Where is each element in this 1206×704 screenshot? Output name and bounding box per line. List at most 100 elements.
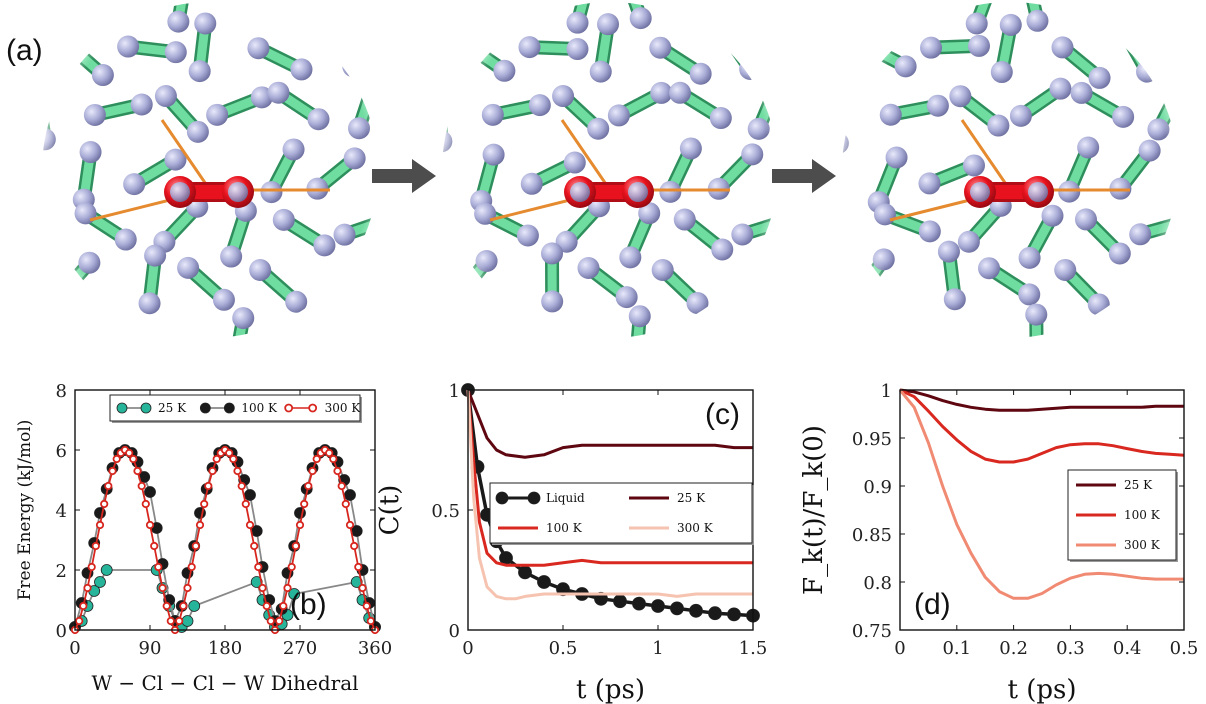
atom [224, 354, 246, 376]
y-tick-label: 0.75 [852, 621, 892, 642]
legend-marker [199, 402, 211, 414]
legend-label: 300 K [1124, 538, 1161, 552]
data-point [150, 541, 159, 551]
data-point [187, 562, 196, 572]
y-tick-label: 1 [449, 381, 460, 402]
atom [520, 172, 543, 195]
legend-marker [284, 403, 294, 413]
series-300-K [898, 389, 1184, 600]
data-point [133, 466, 142, 476]
legend-label: Liquid [546, 491, 585, 505]
atom [679, 137, 702, 160]
data-point [158, 583, 167, 593]
atom [845, 287, 868, 310]
series-25-K [899, 388, 1184, 412]
atom [442, 82, 451, 105]
y-tick-label: 2 [56, 561, 67, 582]
atom [154, 85, 177, 108]
atom [249, 259, 272, 282]
panel-label: (d) [914, 588, 951, 621]
y-tick-label: 4 [56, 501, 67, 522]
atom [879, 103, 902, 126]
atom [445, 287, 468, 310]
atom [167, 10, 190, 33]
legend-label: 25 K [677, 491, 706, 505]
legend-marker [223, 402, 235, 414]
atom [1049, 77, 1072, 100]
atom [777, 209, 778, 232]
data-point [181, 615, 194, 627]
atom [272, 208, 295, 231]
atom [78, 251, 101, 274]
data-point [350, 541, 359, 551]
data-point [632, 596, 646, 611]
molecule-rod [442, 88, 446, 146]
atom [607, 104, 630, 127]
atom [711, 238, 734, 261]
atom [83, 103, 106, 126]
legend-marker [308, 403, 318, 413]
plot-frame [899, 389, 1185, 631]
atom [842, 84, 852, 107]
atom [474, 202, 497, 225]
atom [709, 107, 732, 130]
atom [290, 58, 313, 81]
data-point [166, 616, 175, 626]
snapshot-1 [42, 2, 401, 376]
atom [379, 208, 401, 230]
data-point [175, 616, 184, 626]
x-tick-label: 0.1 [942, 638, 971, 659]
data-point [183, 583, 192, 593]
atom [566, 38, 589, 61]
legend-item: 25 K [1076, 478, 1153, 492]
atom [1025, 303, 1048, 326]
data-point [225, 448, 234, 458]
atom [42, 80, 49, 103]
legend-item: 25 K [116, 401, 187, 415]
series-100-K [899, 388, 1185, 464]
data-point [689, 603, 703, 618]
series-line [466, 389, 753, 567]
atom [1041, 204, 1064, 227]
data-point [283, 583, 292, 593]
atom [342, 55, 365, 78]
data-point [144, 486, 156, 498]
atom [673, 208, 696, 231]
legend-label: 25 K [1124, 478, 1153, 492]
atom [79, 141, 102, 164]
bond-line [560, 119, 612, 191]
atom [541, 290, 564, 313]
atom [885, 146, 908, 169]
atom [555, 230, 578, 253]
snapshot-fade [42, 2, 401, 376]
atom [1108, 242, 1131, 265]
arrow-right-icon [772, 159, 836, 193]
data-point [212, 454, 221, 464]
series-line [899, 388, 1185, 464]
atom [42, 128, 56, 151]
y-tick-label: 0.9 [863, 477, 892, 498]
data-point [94, 576, 106, 588]
atom [518, 36, 541, 59]
data-point [594, 591, 608, 606]
legend-item: 100 K [199, 401, 278, 415]
atom [943, 288, 966, 311]
atom [442, 130, 453, 153]
snapshot-2 [442, 2, 778, 338]
series-100-K [466, 389, 753, 567]
x-tick-label: 0.5 [549, 638, 578, 659]
arrow-shaft [772, 169, 814, 183]
data-point [651, 599, 665, 613]
atom [577, 256, 600, 279]
atom [91, 64, 114, 87]
y-tick-label: 0.8 [863, 573, 892, 594]
atom [516, 224, 539, 247]
legend-item: 100 K [1076, 508, 1161, 522]
legend-box [489, 482, 753, 544]
data-point [79, 601, 88, 611]
data-point [95, 520, 105, 530]
snapshot-3 [842, 2, 1178, 338]
atom [228, 182, 248, 202]
series-300-K [466, 389, 753, 601]
